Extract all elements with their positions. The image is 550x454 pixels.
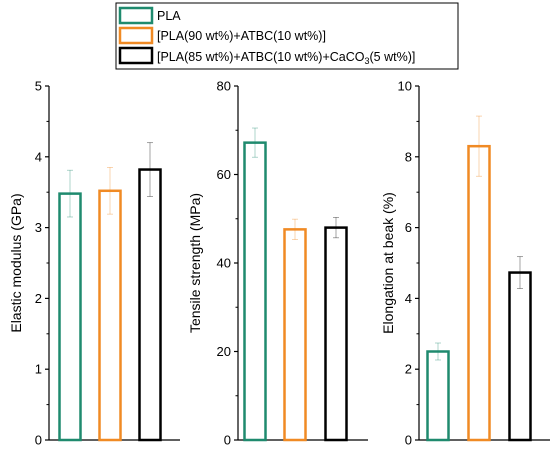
legend-swatch-pla-atbc [118,26,154,45]
legend-swatch-pla [118,6,154,25]
y-tick-label: 4 [405,291,412,306]
chart-panel-elastic-modulus: 0 1 2 3 4 5 Elastic modulus (GPa) [8,79,180,448]
legend-frame [115,2,459,70]
y-tick-label: 80 [217,79,231,94]
chart-panel-elongation: 0 2 4 6 8 10 Elongation at beak (%) [380,79,550,448]
legend: PLA [PLA(90 wt%)+ATBC(10 wt%)] [PLA(85 w… [115,2,459,70]
bar-pla-atbc [467,144,491,442]
y-tick-label: 5 [35,79,42,94]
y-tick-label: 20 [217,344,231,359]
y-tick-label: 3 [35,220,42,235]
y-axis-label: Elastic modulus (GPa) [8,193,24,332]
bar-pla-atbc-caco3 [508,271,532,442]
chart-panel-tensile-strength: 0 20 40 60 80 Tensile strength (MPa) [187,79,368,448]
y-tick-label: 0 [405,433,412,448]
y-tick-label: 0 [35,433,42,448]
y-tick-label: 60 [217,167,231,182]
y-tick-label: 8 [405,149,412,164]
y-tick-label: 10 [398,79,412,94]
legend-label-pla-atbc-caco3: [PLA(85 wt%)+ATBC(10 wt%)+CaCO3(5 wt%)] [157,50,415,66]
y-tick-label: 1 [35,362,42,377]
y-tick-label: 2 [35,291,42,306]
y-tick-label: 40 [217,256,231,271]
y-tick-label: 4 [35,149,42,164]
y-axis-label: Tensile strength (MPa) [187,193,203,333]
bar-pla [58,192,82,442]
bar-pla [426,350,450,442]
bar-pla-atbc [98,189,122,442]
legend-label-pla: PLA [157,9,181,23]
bar-pla-atbc-caco3 [324,226,348,442]
y-tick-label: 6 [405,220,412,235]
legend-label-pla-atbc: [PLA(90 wt%)+ATBC(10 wt%)] [157,29,326,43]
y-tick-label: 0 [224,433,231,448]
bar-pla [243,141,267,442]
bar-pla-atbc [283,228,307,442]
y-axis-label: Elongation at beak (%) [380,192,396,334]
legend-swatch-pla-atbc-caco3 [118,46,154,65]
bar-pla-atbc-caco3 [138,168,162,442]
y-tick-label: 2 [405,362,412,377]
